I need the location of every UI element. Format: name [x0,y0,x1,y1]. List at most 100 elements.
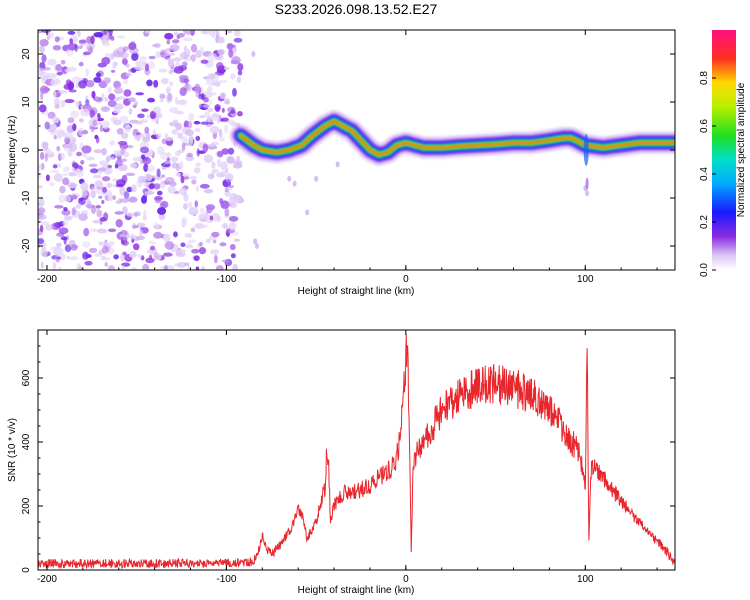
noise-blob [53,90,57,99]
noise-blob [62,166,71,173]
noise-blob [156,168,161,178]
noise-blob [223,66,230,70]
noise-blob [188,113,195,121]
noise-blob [123,191,130,199]
noise-blob [206,206,213,214]
noise-blob [107,192,113,202]
noise-blob [116,179,126,187]
noise-blob [102,42,111,47]
noise-blob [69,256,79,261]
noise-blob [40,91,44,101]
noise-blob [159,98,164,103]
noise-blob [50,246,57,251]
noise-blob [38,207,46,215]
noise-blob [585,190,590,197]
noise-blob [114,87,124,94]
noise-blob [195,266,200,270]
noise-blob [183,37,193,42]
snr-ytick-label: 600 [21,369,32,386]
noise-blob [101,147,107,156]
noise-blob [67,30,76,35]
spectrogram-ytick-label: -20 [21,238,32,253]
noise-blob [130,184,137,193]
noise-blob [62,219,68,227]
snr-xtick-label: 0 [403,574,409,585]
noise-blob [116,128,124,135]
noise-blob [67,81,75,91]
noise-blob [191,248,200,254]
noise-blob [218,136,225,142]
noise-blob [101,56,111,65]
noise-blob [195,185,200,192]
noise-blob [44,152,49,162]
noise-blob [200,121,211,125]
noise-blob [59,153,65,160]
noise-blob [160,77,169,85]
noise-blob [81,129,89,135]
noise-blob [150,174,159,179]
noise-blob [125,172,136,177]
noise-blob [177,249,187,253]
noise-blob [149,182,155,187]
noise-blob [70,110,80,119]
noise-blob [119,198,130,203]
noise-blob [173,231,178,238]
noise-blob [181,216,188,226]
noise-blob [45,150,55,155]
noise-blob [88,46,94,54]
noise-blob [121,58,128,65]
noise-blob [107,265,115,270]
noise-blob [48,32,55,39]
noise-blob [153,183,161,190]
noise-blob [134,101,138,106]
noise-blob [39,198,45,208]
noise-blob [129,233,137,240]
noise-blob [89,228,98,233]
noise-blob [74,43,78,53]
noise-blob [84,253,89,257]
noise-blob [39,85,49,94]
noise-blob [54,204,64,209]
spectrogram-ytick-label: 10 [21,96,32,108]
noise-blob [229,244,236,251]
noise-blob [135,235,146,241]
snr-ylabel: SNR (10 * v/v) [7,418,18,482]
noise-blob [56,71,63,76]
noise-blob [149,148,154,156]
noise-blob [74,205,82,209]
noise-blob [85,80,95,88]
noise-blob [219,242,227,247]
noise-blob [49,112,53,119]
noise-blob [147,61,156,69]
noise-blob [135,60,145,67]
noise-blob [89,109,96,119]
noise-blob [167,185,176,194]
noise-blob [71,194,77,199]
noise-blob [183,45,188,53]
noise-blob [149,110,157,120]
noise-blob [93,31,104,38]
noise-blob [110,36,115,41]
noise-blob [177,261,187,268]
noise-blob [148,240,156,245]
noise-blob [152,43,161,48]
noise-blob [305,209,310,216]
noise-blob [126,212,137,217]
noise-blob [199,207,205,213]
noise-blob [124,124,132,133]
snr-ytick-label: 0 [21,567,32,573]
noise-blob [219,92,226,100]
spectrogram-noise [38,30,590,270]
noise-blob [232,263,238,270]
noise-blob [180,242,186,248]
noise-blob [188,120,193,129]
noise-blob [177,132,183,139]
noise-blob [209,215,214,221]
noise-blob [63,206,68,212]
noise-blob [226,156,235,164]
noise-blob [128,42,137,51]
noise-blob [120,147,125,155]
noise-blob [113,80,122,89]
noise-blob [122,206,128,215]
noise-blob [215,106,221,113]
